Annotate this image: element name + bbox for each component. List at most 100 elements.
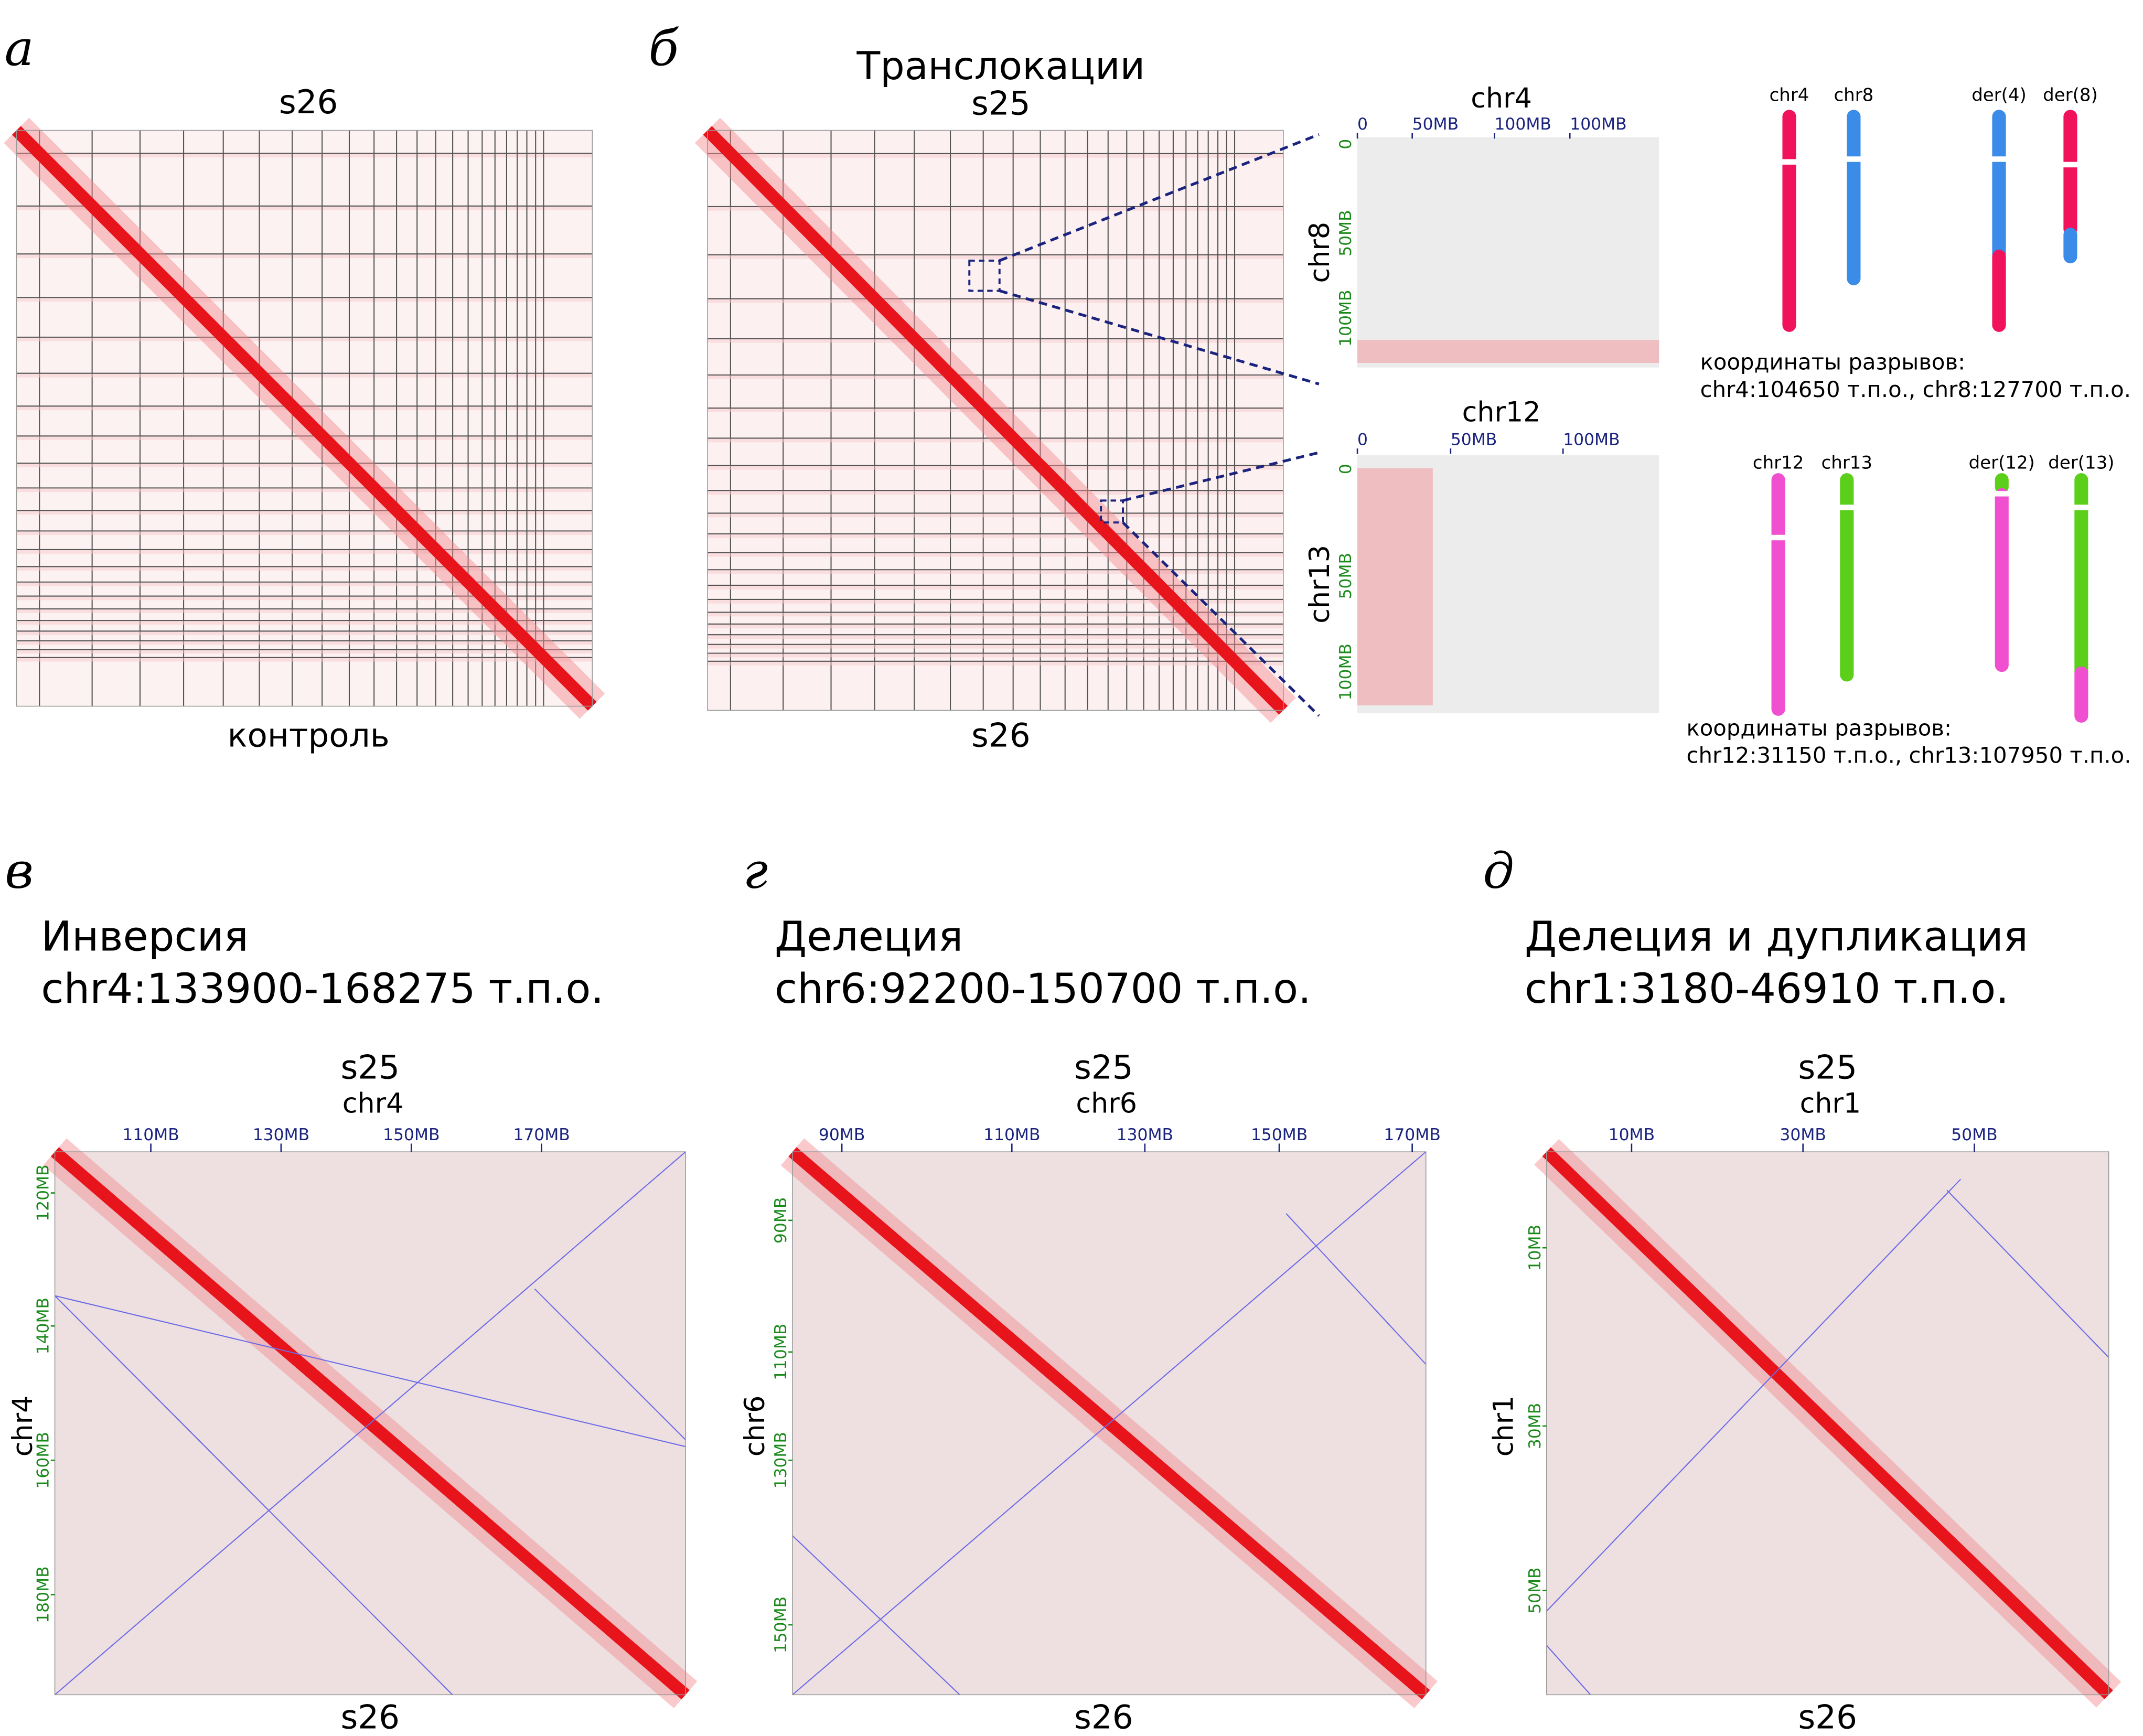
heatmap-block bbox=[16, 337, 593, 341]
panel-label: д bbox=[1483, 843, 1514, 900]
x-tick-label: 50MB bbox=[1412, 115, 1459, 134]
breakpoint-line bbox=[792, 1535, 960, 1696]
heatmap-block bbox=[707, 408, 1283, 412]
x-tick-label: 130MB bbox=[253, 1126, 309, 1144]
chromosome-name: der(12) bbox=[1969, 452, 2035, 473]
contact-diagonal bbox=[703, 126, 1288, 715]
heatmap-block bbox=[16, 549, 593, 554]
y-axis-label: chr4 bbox=[7, 1396, 39, 1457]
zoom-box bbox=[1100, 499, 1124, 524]
heatmap-frame bbox=[1546, 1151, 2109, 1696]
chromosome-segment bbox=[1847, 110, 1861, 285]
breakpoint-line bbox=[1546, 1645, 1591, 1696]
y-tick-label: 90MB bbox=[772, 1197, 790, 1244]
heatmap-frame bbox=[707, 130, 1284, 711]
heatmap-block bbox=[16, 531, 593, 535]
heatmap-block bbox=[16, 436, 593, 441]
panel-label: б bbox=[649, 20, 679, 77]
panel-title: Транслокации bbox=[856, 44, 1145, 89]
y-axis-label: chr8 bbox=[1304, 222, 1336, 283]
breakpoint-line bbox=[55, 1295, 686, 1448]
heatmap-frame bbox=[16, 130, 593, 707]
centromere bbox=[2062, 162, 2079, 168]
centromere bbox=[1770, 534, 1787, 541]
x-tick-label: 50MB bbox=[1451, 430, 1497, 449]
heatmap-block bbox=[16, 206, 593, 210]
chromosome-name: chr13 bbox=[1821, 452, 1872, 473]
heatmap-block bbox=[16, 631, 593, 636]
bottom-label: s26 bbox=[1074, 1698, 1133, 1736]
heatmap-block bbox=[707, 653, 1283, 658]
y-tick-label: 180MB bbox=[34, 1566, 53, 1623]
heatmap-block bbox=[707, 585, 1283, 590]
top-label: s25 bbox=[971, 84, 1031, 123]
heatmap-block bbox=[16, 463, 593, 468]
x-tick-label: 150MB bbox=[383, 1126, 440, 1144]
zoom-connector bbox=[999, 133, 1320, 262]
zoom-connector bbox=[1122, 521, 1320, 717]
panel-title: Делеция bbox=[775, 913, 963, 960]
y-tick-label: 0 bbox=[1336, 139, 1355, 149]
zoom-signal bbox=[1357, 340, 1659, 363]
heatmap-block bbox=[707, 635, 1283, 639]
y-tick-label: 160MB bbox=[34, 1432, 53, 1488]
y-tick-label: 50MB bbox=[1336, 553, 1355, 599]
y-tick-label: 150MB bbox=[772, 1596, 790, 1653]
panel-subtitle: chr1:3180-46910 т.п.о. bbox=[1525, 965, 2009, 1013]
heatmap-block bbox=[707, 465, 1283, 470]
heatmap-block bbox=[707, 338, 1283, 343]
y-axis-label: chr1 bbox=[1487, 1396, 1519, 1457]
chromosome-segment bbox=[2063, 110, 2077, 236]
heatmap-block bbox=[16, 566, 593, 571]
heatmap-block bbox=[16, 657, 593, 662]
y-tick-label: 50MB bbox=[1526, 1567, 1545, 1613]
x-tick-label: 10MB bbox=[1609, 1126, 1655, 1144]
heatmap-block bbox=[707, 599, 1283, 604]
contact-diagonal bbox=[1542, 1147, 2113, 1699]
panel-title: Инверсия bbox=[41, 913, 248, 960]
x-tick-label: 130MB bbox=[1117, 1126, 1173, 1144]
centromere bbox=[1845, 156, 1862, 162]
x-tick-label: 150MB bbox=[1251, 1126, 1308, 1144]
heatmap-block bbox=[16, 153, 593, 158]
x-axis-label: chr4 bbox=[1471, 82, 1532, 114]
top-label: s25 bbox=[1798, 1048, 1857, 1086]
x-tick-label: 170MB bbox=[513, 1126, 570, 1144]
heatmap-block bbox=[707, 490, 1283, 495]
heatmap-block bbox=[707, 661, 1283, 666]
caption-line: координаты разрывов: bbox=[1700, 349, 1966, 374]
contact-diagonal bbox=[12, 126, 597, 711]
chromosome-segment bbox=[1995, 473, 2009, 494]
zoom-connector bbox=[1122, 451, 1320, 502]
breakpoint-line bbox=[54, 1151, 686, 1696]
bottom-label: s26 bbox=[341, 1698, 400, 1736]
panel-label: г bbox=[743, 843, 768, 900]
y-tick-label: 120MB bbox=[34, 1164, 53, 1221]
top-label: s25 bbox=[341, 1048, 400, 1086]
heatmap-block bbox=[707, 375, 1283, 379]
heatmap-block bbox=[16, 640, 593, 645]
bottom-label: s26 bbox=[971, 716, 1031, 755]
centromere bbox=[1838, 505, 1856, 510]
y-tick-label: 0 bbox=[1336, 464, 1355, 474]
x-tick-label: 50MB bbox=[1951, 1126, 1997, 1144]
chrom-label: chr6 bbox=[1076, 1087, 1137, 1119]
y-tick-label: 110MB bbox=[772, 1324, 790, 1380]
x-tick-label: 0 bbox=[1357, 430, 1368, 449]
panel-label: а bbox=[5, 20, 34, 77]
x-tick-label: 0 bbox=[1357, 115, 1368, 134]
y-tick-label: 100MB bbox=[1336, 644, 1355, 700]
top-label: s25 bbox=[1074, 1048, 1133, 1086]
centromere bbox=[1781, 159, 1798, 165]
chromosome-name: chr8 bbox=[1834, 85, 1874, 106]
centromere bbox=[2073, 505, 2090, 510]
top-label: s26 bbox=[279, 83, 338, 121]
bottom-label: s26 bbox=[1798, 1698, 1857, 1736]
heatmap-block bbox=[16, 608, 593, 613]
x-tick-label: 100MB bbox=[1570, 115, 1626, 134]
chromosome-name: chr12 bbox=[1753, 452, 1804, 473]
breakpoint-line bbox=[1946, 1190, 2109, 1358]
x-axis-label: chr12 bbox=[1462, 397, 1541, 428]
heatmap-block bbox=[16, 582, 593, 586]
chrom-label: chr4 bbox=[342, 1087, 404, 1119]
